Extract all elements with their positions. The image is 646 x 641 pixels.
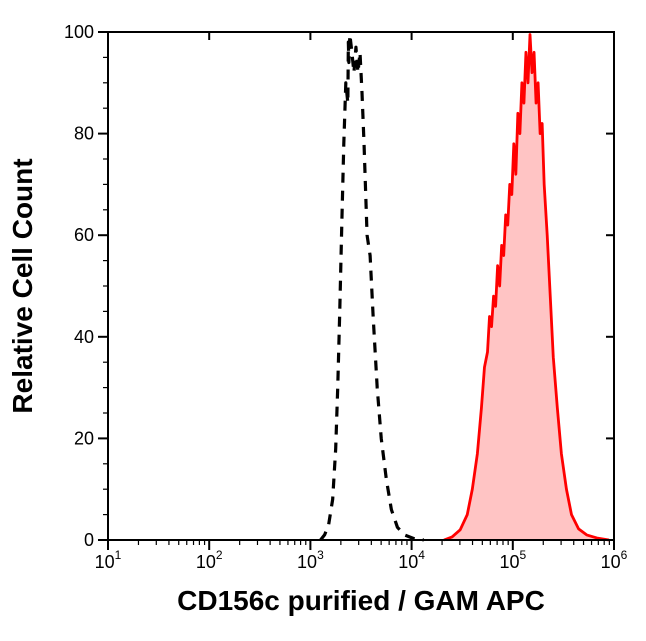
y-tick-label: 40	[74, 327, 94, 347]
flow-cytometry-histogram: 020406080100101102103104105106Relative C…	[0, 0, 646, 641]
y-tick-label: 100	[64, 22, 94, 42]
chart-svg: 020406080100101102103104105106Relative C…	[0, 0, 646, 641]
y-tick-label: 80	[74, 124, 94, 144]
y-tick-label: 0	[84, 530, 94, 550]
x-axis-title: CD156c purified / GAM APC	[177, 585, 545, 616]
y-tick-label: 20	[74, 428, 94, 448]
y-axis-title: Relative Cell Count	[7, 158, 38, 413]
y-tick-label: 60	[74, 225, 94, 245]
